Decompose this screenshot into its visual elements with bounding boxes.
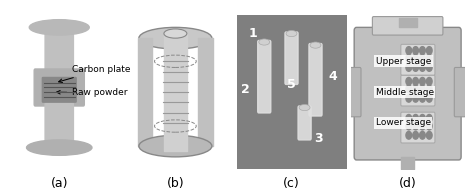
Circle shape (406, 122, 411, 130)
Circle shape (413, 114, 419, 122)
Text: Lower stage: Lower stage (376, 118, 431, 127)
Ellipse shape (139, 135, 212, 157)
Circle shape (406, 54, 411, 62)
Circle shape (413, 77, 419, 85)
Text: (b): (b) (166, 177, 184, 188)
Text: 2: 2 (241, 83, 250, 96)
Circle shape (413, 64, 419, 71)
Circle shape (413, 54, 419, 62)
Circle shape (419, 114, 425, 122)
Circle shape (413, 94, 419, 102)
Circle shape (406, 77, 411, 85)
Circle shape (419, 122, 425, 130)
Circle shape (419, 131, 425, 139)
FancyBboxPatch shape (373, 17, 443, 35)
FancyBboxPatch shape (350, 67, 361, 117)
FancyBboxPatch shape (258, 40, 271, 113)
Circle shape (419, 64, 425, 71)
FancyBboxPatch shape (42, 77, 76, 102)
Ellipse shape (286, 30, 297, 37)
Circle shape (419, 47, 425, 54)
Circle shape (413, 122, 419, 130)
Text: (a): (a) (51, 177, 68, 188)
Text: (c): (c) (283, 177, 300, 188)
FancyBboxPatch shape (401, 44, 435, 75)
Circle shape (427, 77, 432, 85)
FancyBboxPatch shape (354, 27, 461, 160)
Circle shape (427, 64, 432, 71)
Text: 1: 1 (249, 27, 258, 40)
Ellipse shape (29, 20, 89, 35)
Text: (d): (d) (399, 177, 417, 188)
Text: Upper stage: Upper stage (376, 57, 431, 66)
Ellipse shape (139, 27, 212, 49)
FancyBboxPatch shape (401, 112, 435, 143)
Circle shape (413, 47, 419, 54)
Text: Middle stage: Middle stage (376, 88, 434, 97)
FancyBboxPatch shape (309, 44, 322, 116)
Circle shape (406, 47, 411, 54)
Ellipse shape (259, 39, 270, 45)
Text: 3: 3 (314, 132, 323, 145)
FancyBboxPatch shape (45, 103, 73, 143)
Ellipse shape (164, 29, 187, 38)
Circle shape (419, 85, 425, 93)
Circle shape (406, 64, 411, 71)
Text: 4: 4 (328, 70, 337, 83)
FancyBboxPatch shape (454, 67, 465, 117)
Circle shape (406, 114, 411, 122)
Ellipse shape (299, 105, 310, 111)
Text: Carbon plate: Carbon plate (59, 65, 131, 83)
Circle shape (406, 94, 411, 102)
Circle shape (427, 47, 432, 54)
Circle shape (427, 122, 432, 130)
FancyBboxPatch shape (285, 32, 298, 84)
Circle shape (419, 94, 425, 102)
FancyBboxPatch shape (34, 69, 84, 106)
Circle shape (419, 54, 425, 62)
Circle shape (406, 131, 411, 139)
Circle shape (427, 131, 432, 139)
Circle shape (427, 54, 432, 62)
Text: 5: 5 (287, 78, 296, 91)
Circle shape (413, 131, 419, 139)
Circle shape (406, 85, 411, 93)
Circle shape (413, 85, 419, 93)
Circle shape (427, 114, 432, 122)
Circle shape (427, 85, 432, 93)
Text: Raw powder: Raw powder (56, 88, 128, 97)
FancyBboxPatch shape (298, 106, 311, 140)
Circle shape (427, 94, 432, 102)
Ellipse shape (310, 42, 321, 48)
FancyBboxPatch shape (45, 26, 73, 78)
Circle shape (419, 77, 425, 85)
Ellipse shape (27, 140, 92, 155)
FancyBboxPatch shape (401, 75, 435, 106)
